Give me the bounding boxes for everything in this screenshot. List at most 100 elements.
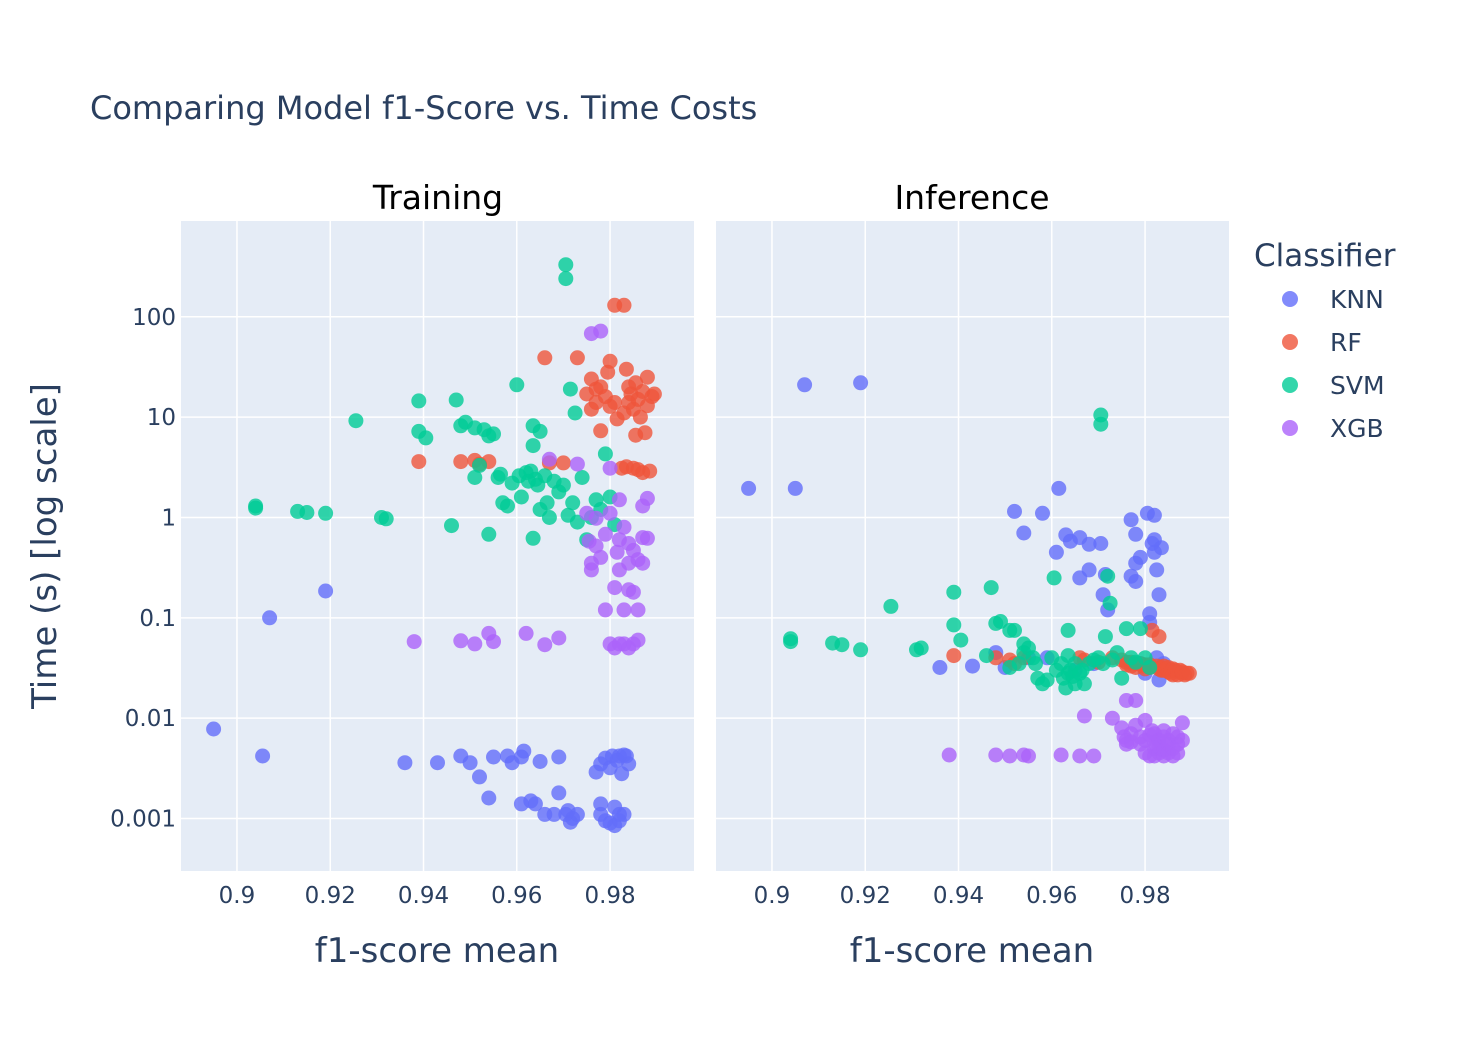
data-point-svm <box>1132 621 1148 637</box>
data-point-svm <box>953 632 969 648</box>
data-point-xgb <box>1002 748 1018 764</box>
x-tick-label: 0.98 <box>584 883 635 909</box>
data-point-svm <box>1007 622 1022 638</box>
points-inference <box>741 375 1197 764</box>
x-tick-label: 0.92 <box>305 883 356 909</box>
data-point-xgb <box>541 451 557 467</box>
data-point-xgb <box>1053 747 1069 763</box>
x-tick-label: 0.96 <box>1026 883 1077 909</box>
data-point-svm <box>946 617 962 633</box>
data-point-svm <box>993 614 1008 629</box>
data-point-svm <box>467 470 483 485</box>
x-tick-label: 0.94 <box>398 883 449 909</box>
data-point-rf <box>453 454 469 470</box>
data-point-svm <box>1046 570 1062 586</box>
y-axis-title: Time (s) [log scale] <box>25 383 65 710</box>
data-point-svm <box>983 580 999 596</box>
data-point-knn <box>1048 544 1064 560</box>
data-point-xgb <box>1174 715 1190 731</box>
data-point-knn <box>255 748 271 764</box>
data-point-knn <box>569 806 585 822</box>
data-point-svm <box>1118 621 1134 637</box>
data-point-svm <box>913 640 929 656</box>
data-point-knn <box>430 755 445 771</box>
data-point-xgb <box>1170 745 1186 761</box>
data-point-xgb <box>607 580 623 596</box>
data-point-knn <box>546 806 562 822</box>
data-point-xgb <box>588 538 604 554</box>
plot-area-inference <box>716 221 1229 871</box>
data-point-knn <box>1093 536 1109 551</box>
data-point-svm <box>1114 670 1130 686</box>
data-point-knn <box>1081 562 1097 578</box>
data-point-rf <box>616 297 632 313</box>
data-point-xgb <box>406 634 422 650</box>
data-point-xgb <box>593 323 609 339</box>
data-point-svm <box>509 377 525 393</box>
data-point-svm <box>1093 416 1109 432</box>
data-point-xgb <box>941 747 957 763</box>
data-point-svm <box>1102 595 1118 611</box>
data-point-knn <box>1132 549 1148 565</box>
y-tick-label: 0.01 <box>125 706 176 732</box>
data-point-knn <box>853 375 869 391</box>
data-point-rf <box>607 395 623 410</box>
data-point-knn <box>797 377 813 393</box>
data-point-knn <box>1007 503 1022 519</box>
y-tick-label: 0.001 <box>110 807 176 833</box>
data-point-knn <box>1081 536 1097 552</box>
data-point-xgb <box>616 602 632 618</box>
data-point-xgb <box>639 530 655 546</box>
data-point-svm <box>500 498 515 514</box>
data-point-svm <box>532 423 548 439</box>
legend-title: Classifier <box>1254 238 1396 274</box>
data-point-svm <box>558 271 574 287</box>
data-point-svm <box>1109 645 1125 661</box>
data-point-xgb <box>1104 710 1120 726</box>
x-axis-title-inference: f1-score mean <box>850 931 1094 971</box>
data-point-knn <box>741 480 757 496</box>
data-point-xgb <box>630 602 646 618</box>
points-training <box>206 257 662 834</box>
data-point-rf <box>1151 629 1167 645</box>
data-point-knn <box>1123 512 1139 528</box>
data-point-knn <box>1146 507 1162 523</box>
legend-label-svm: SVM <box>1330 371 1385 400</box>
data-point-knn <box>481 790 497 806</box>
data-point-knn <box>551 785 567 801</box>
data-point-xgb <box>518 625 534 641</box>
data-point-xgb <box>630 632 646 648</box>
data-point-svm <box>541 510 557 525</box>
data-point-knn <box>462 755 478 771</box>
data-point-xgb <box>1072 748 1088 764</box>
data-point-knn <box>1149 562 1165 578</box>
data-point-svm <box>486 426 501 442</box>
data-point-rf <box>602 353 618 369</box>
legend-marker-rf <box>1282 334 1298 350</box>
data-point-rf <box>632 409 648 425</box>
legend-label-knn: KNN <box>1330 285 1384 314</box>
legend-label-rf: RF <box>1330 328 1362 357</box>
data-point-svm <box>783 634 799 650</box>
data-point-xgb <box>1174 732 1190 748</box>
data-point-rf <box>618 361 634 377</box>
data-point-xgb <box>1076 708 1092 724</box>
data-point-knn <box>621 756 637 772</box>
data-point-rf <box>537 350 553 366</box>
data-point-xgb <box>988 747 1004 763</box>
data-point-knn <box>932 660 948 675</box>
subtitle-inference: Inference <box>894 178 1049 217</box>
x-ticks-inference: 0.9 0.92 0.94 0.96 0.98 <box>754 883 1171 909</box>
x-ticks-training: 0.9 0.92 0.94 0.96 0.98 <box>219 883 636 909</box>
data-point-xgb <box>588 510 604 526</box>
data-point-svm <box>834 637 850 653</box>
data-point-xgb <box>569 456 585 472</box>
data-point-svm <box>853 642 869 658</box>
data-point-svm <box>567 405 583 421</box>
data-point-xgb <box>1021 748 1036 764</box>
data-point-svm <box>539 495 555 511</box>
y-tick-label: 1 <box>161 505 176 531</box>
data-point-knn <box>1128 574 1144 589</box>
data-point-svm <box>1142 660 1158 675</box>
